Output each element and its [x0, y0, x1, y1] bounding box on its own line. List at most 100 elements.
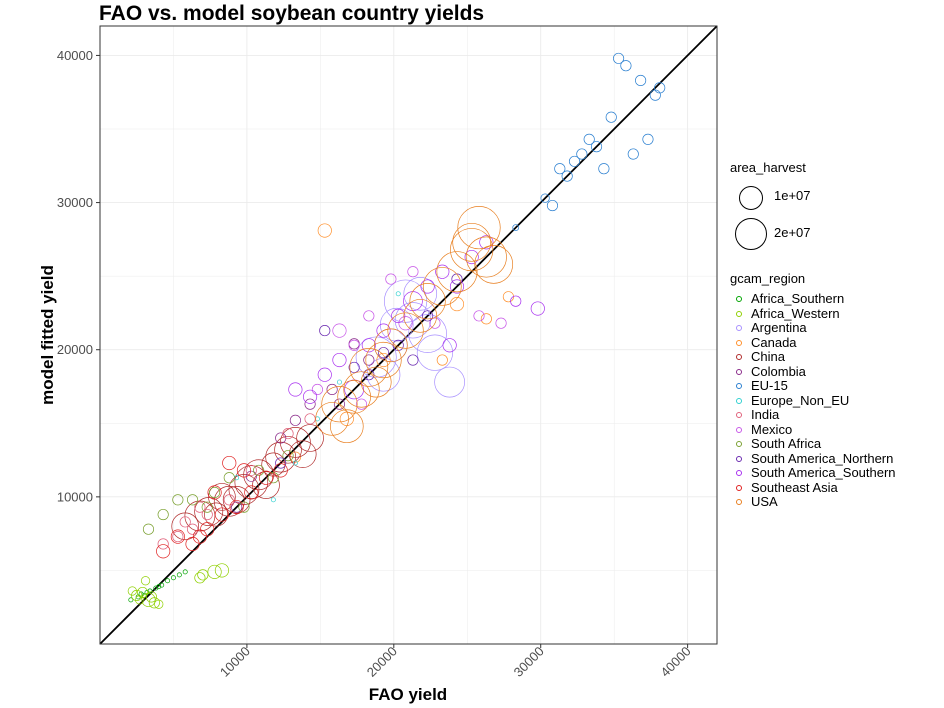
data-point: [231, 501, 243, 513]
data-point: [336, 379, 342, 385]
color-legend-item: Europe_Non_EU: [730, 393, 940, 409]
data-point: [642, 133, 654, 145]
size-legend-circle: [739, 186, 763, 210]
data-point: [422, 310, 434, 322]
size-legend-circle: [735, 218, 767, 250]
data-point: [333, 398, 346, 410]
color-legend-swatch: [736, 470, 742, 477]
color-legend-swatch: [736, 484, 742, 491]
data-point: [613, 52, 625, 64]
data-point: [435, 264, 450, 279]
color-legend-label: Southeast Asia: [751, 479, 838, 495]
data-point: [436, 251, 478, 293]
data-point: [583, 133, 595, 145]
data-point: [197, 569, 209, 581]
data-point: [296, 424, 324, 452]
color-legend-item: USA: [730, 495, 940, 510]
color-legend-swatch: [736, 339, 742, 346]
data-point: [170, 575, 176, 581]
data-point: [403, 276, 438, 311]
data-point: [222, 486, 251, 514]
data-point: [131, 589, 143, 601]
data-point: [182, 569, 188, 575]
data-point: [280, 427, 311, 458]
data-point: [464, 249, 479, 265]
data-point: [270, 497, 276, 503]
color-legend-swatch: [736, 412, 742, 419]
color-legend-item: Mexico: [730, 422, 940, 438]
data-point: [304, 398, 316, 410]
data-point: [420, 279, 435, 294]
data-point: [387, 312, 424, 349]
data-point: [236, 463, 252, 478]
data-point: [363, 310, 375, 322]
data-point: [209, 486, 221, 498]
data-point: [561, 170, 573, 182]
data-point: [315, 402, 349, 436]
data-point: [192, 529, 207, 544]
data-point: [365, 341, 402, 379]
data-point: [635, 74, 647, 86]
data-point: [317, 367, 332, 382]
data-point: [510, 295, 522, 307]
data-point: [245, 470, 257, 482]
data-point: [436, 354, 448, 366]
color-legend-swatch: [736, 499, 742, 506]
size-legend-label: 2e+07: [774, 225, 811, 240]
color-legend-label: South Africa: [751, 436, 822, 452]
data-point: [207, 485, 222, 500]
data-point: [282, 450, 294, 462]
data-points: [127, 52, 666, 609]
color-legend-label: China: [751, 349, 785, 365]
data-point: [348, 361, 360, 373]
data-point: [245, 464, 257, 476]
data-point: [153, 585, 159, 591]
data-point: [311, 383, 323, 395]
data-point: [282, 428, 294, 440]
data-point: [376, 323, 391, 338]
color-legend-swatch: [736, 441, 742, 448]
data-point: [156, 544, 171, 559]
data-point: [474, 245, 514, 284]
data-point: [184, 500, 216, 532]
data-point: [429, 317, 441, 329]
data-point: [480, 313, 492, 325]
data-point: [605, 111, 617, 123]
data-point: [156, 584, 162, 590]
data-point: [620, 60, 632, 72]
color-legend-swatch: [736, 296, 742, 303]
data-point: [244, 485, 259, 500]
x-tick-label: 40000: [658, 644, 694, 680]
data-point: [289, 414, 301, 426]
color-legend-item: South Africa: [730, 437, 940, 452]
color-legend-label: Africa_Western: [751, 305, 840, 321]
data-point: [349, 348, 389, 387]
color-legend-item: Canada: [730, 335, 940, 351]
data-point: [214, 507, 229, 522]
data-point: [179, 516, 191, 528]
color-legend-swatch: [736, 383, 742, 390]
color-legend-swatch: [736, 426, 742, 433]
data-point: [376, 352, 391, 368]
size-legend-label: 1e+07: [774, 188, 811, 203]
data-point: [339, 411, 354, 426]
data-point: [223, 472, 235, 484]
data-point: [398, 316, 413, 331]
data-point: [292, 460, 298, 466]
data-point: [208, 483, 236, 511]
color-legend-label: Argentina: [751, 320, 807, 336]
data-point: [576, 148, 588, 160]
data-point: [200, 522, 215, 537]
data-point: [355, 336, 397, 378]
color-legend-item: EU-15: [730, 379, 940, 394]
data-point: [377, 347, 390, 359]
data-point: [288, 382, 303, 397]
size-legend-title: area_harvest: [730, 160, 806, 175]
data-point: [273, 463, 288, 478]
data-point: [530, 301, 545, 316]
data-point: [194, 501, 206, 513]
data-point: [204, 502, 229, 527]
data-point: [304, 413, 316, 425]
size-legend-item: 2e+07: [730, 215, 940, 253]
data-point: [442, 338, 457, 353]
